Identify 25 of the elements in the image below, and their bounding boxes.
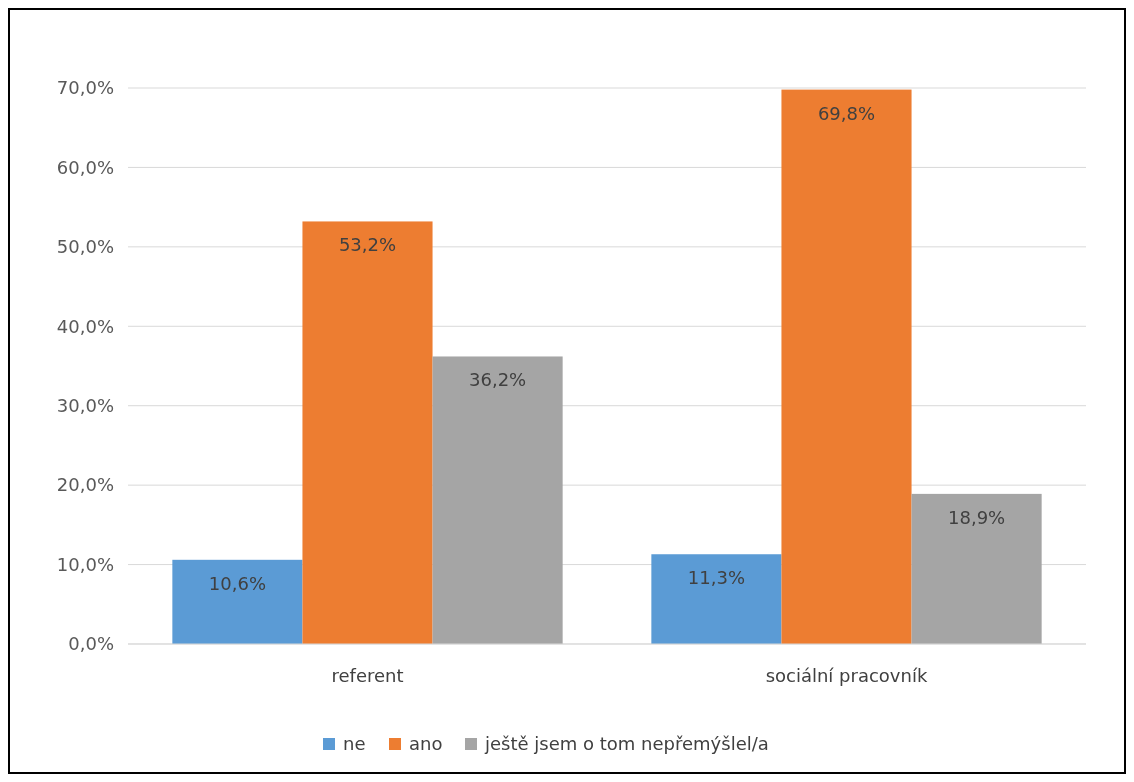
y-tick-label: 0,0% [68, 633, 114, 655]
y-tick-label: 40,0% [56, 315, 114, 337]
data-label: 11,3% [687, 567, 745, 589]
bar [302, 221, 433, 644]
y-tick-label: 20,0% [56, 474, 114, 496]
data-label: 53,2% [338, 234, 397, 256]
data-label: 10,6% [208, 572, 266, 594]
x-tick-label: sociální pracovník [765, 665, 928, 686]
y-tick-label: 10,0% [56, 553, 114, 575]
data-label: 36,2% [469, 369, 527, 391]
data-label: 18,9% [948, 506, 1006, 528]
bar [651, 554, 782, 644]
data-label: 69,8% [817, 102, 876, 124]
bar [432, 356, 563, 644]
y-tick-label: 70,0% [56, 77, 114, 99]
y-tick-label: 60,0% [56, 156, 114, 178]
x-tick-label: referent [331, 665, 404, 686]
bar [781, 89, 912, 644]
y-tick-label: 50,0% [56, 236, 114, 258]
y-tick-label: 30,0% [56, 395, 114, 417]
bar [911, 493, 1042, 644]
legend-label: ne [343, 733, 366, 755]
legend-label: ještě jsem o tom nepřemýšlel/a [484, 733, 769, 755]
bar [172, 559, 303, 644]
legend-label: ano [409, 733, 443, 755]
